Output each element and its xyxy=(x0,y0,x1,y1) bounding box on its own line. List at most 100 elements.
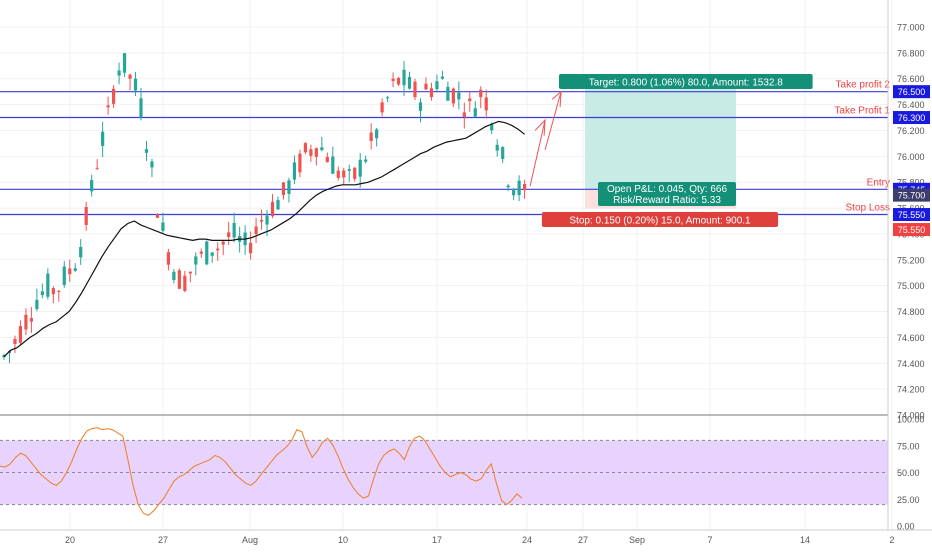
candle xyxy=(79,239,83,265)
candle xyxy=(358,152,362,188)
candle xyxy=(188,271,192,283)
candle xyxy=(90,174,94,197)
candle-body xyxy=(353,167,357,179)
candle xyxy=(429,82,434,101)
candle-body xyxy=(29,318,33,322)
candle-body xyxy=(101,131,105,146)
candle-body xyxy=(523,184,527,191)
candle xyxy=(495,139,499,157)
candle-body xyxy=(396,77,401,85)
price-tick-label: 74.400 xyxy=(897,359,925,369)
level-price-badge-bg xyxy=(893,85,930,99)
candle-body xyxy=(161,222,165,231)
candle-body xyxy=(484,97,488,111)
candle-body xyxy=(451,88,455,104)
candle-body xyxy=(227,232,231,238)
candle-body xyxy=(380,102,384,113)
candle xyxy=(375,127,379,147)
candle xyxy=(270,193,275,219)
candle-body xyxy=(265,215,269,225)
candle xyxy=(473,101,477,118)
level-label: Stop Loss xyxy=(846,203,890,214)
candle-body xyxy=(68,268,72,275)
level-price-badge-text: 76.300 xyxy=(898,113,926,123)
candle xyxy=(29,307,33,333)
candle-body xyxy=(90,180,94,192)
risk-reward-text: Risk/Reward Ratio: 5.33 xyxy=(613,195,721,206)
candle xyxy=(57,289,61,302)
candle-body xyxy=(298,153,302,173)
price-tick-label: 76.600 xyxy=(897,74,925,84)
candle-body xyxy=(336,170,340,178)
candle xyxy=(161,212,165,233)
candle-body xyxy=(424,83,428,90)
candle xyxy=(18,320,23,346)
target-label: Target: 0.800 (1.06%) 80.0, Amount: 1532… xyxy=(559,74,813,89)
price-tick-label: 74.200 xyxy=(897,385,925,395)
last-price-badge: 75.700 xyxy=(893,188,930,202)
target-label-text: Target: 0.800 (1.06%) 80.0, Amount: 1532… xyxy=(589,78,783,89)
candle-body xyxy=(216,248,220,251)
candle xyxy=(347,164,351,182)
candle-body xyxy=(386,97,390,99)
last-price-badge-text: 75.700 xyxy=(898,191,926,201)
candle-body xyxy=(117,70,121,76)
candle-body xyxy=(358,159,362,177)
candle xyxy=(391,72,395,88)
candle-body xyxy=(106,105,110,108)
rsi-tick-label: 75.00 xyxy=(897,441,920,451)
price-tick-label: 75.200 xyxy=(897,255,925,265)
candle xyxy=(117,62,121,85)
candle-body xyxy=(254,226,258,234)
candle xyxy=(407,71,412,90)
candle-body xyxy=(188,271,192,274)
candle xyxy=(380,98,384,117)
stop-price-badge-bg xyxy=(893,223,930,237)
time-tick-label: 20 xyxy=(65,535,75,545)
time-tick-label: 17 xyxy=(432,535,442,545)
candle xyxy=(128,73,132,91)
candle-body xyxy=(84,207,88,225)
level-label: Entry xyxy=(867,177,890,188)
candle xyxy=(101,121,105,158)
candle xyxy=(40,283,44,299)
candle-body xyxy=(281,182,286,196)
candle-body xyxy=(347,169,351,171)
candle xyxy=(342,167,346,185)
candle-body xyxy=(512,189,516,196)
candle xyxy=(139,87,143,121)
candle xyxy=(309,144,313,162)
candle-body xyxy=(331,156,335,174)
time-tick-label: 10 xyxy=(338,535,348,545)
time-tick-label: 7 xyxy=(707,535,712,545)
candle xyxy=(325,152,329,163)
candle xyxy=(281,181,286,200)
price-tick-label: 74.600 xyxy=(897,333,925,343)
projection-arrow-1 xyxy=(529,120,546,187)
candle xyxy=(51,286,55,304)
candle-body xyxy=(292,162,297,180)
candle-body xyxy=(490,123,494,131)
candle xyxy=(440,70,444,80)
price-tick-label: 76.000 xyxy=(897,152,925,162)
price-tick-label: 75.000 xyxy=(897,281,925,291)
candle xyxy=(451,87,455,107)
price-tick-label: 77.000 xyxy=(897,23,925,33)
candle xyxy=(155,213,160,219)
candle xyxy=(210,252,214,263)
candle-body xyxy=(183,275,187,291)
candle-body xyxy=(446,86,450,101)
candle xyxy=(457,81,461,110)
candle-body xyxy=(270,201,275,217)
candle xyxy=(298,149,302,178)
rsi-line xyxy=(0,427,523,516)
candle-body xyxy=(501,147,505,159)
candle-body xyxy=(440,76,444,79)
level-price-badge-bg xyxy=(893,208,930,222)
candle xyxy=(259,209,264,230)
candle xyxy=(276,196,280,210)
candle xyxy=(446,81,450,101)
candle xyxy=(249,231,253,260)
stop-label: Stop: 0.150 (0.20%) 15.0, Amount: 900.1 xyxy=(541,212,779,227)
